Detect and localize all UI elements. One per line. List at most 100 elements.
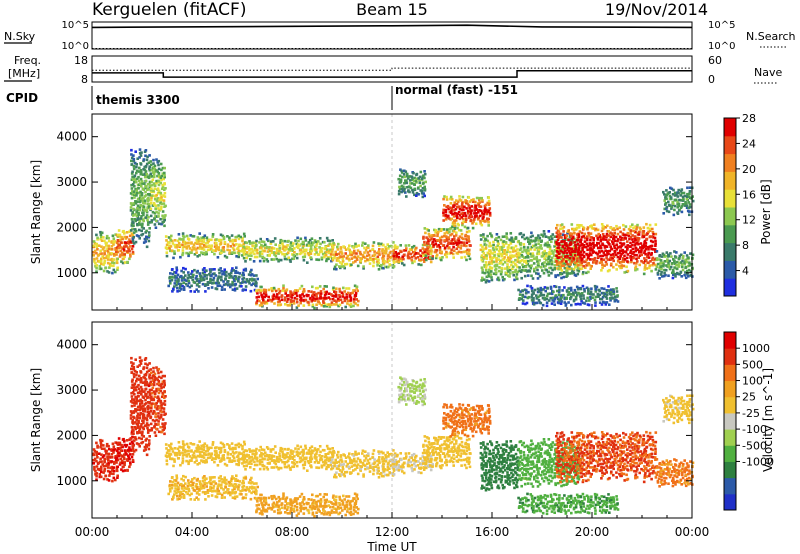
power-echo-cell <box>235 235 239 239</box>
power-echo-cell <box>108 266 111 269</box>
power-echo-cell <box>154 204 158 207</box>
power-echo-cell <box>606 269 610 273</box>
power-echo-cell <box>467 235 470 238</box>
power-echo-cell <box>160 178 163 182</box>
power-echo-cell <box>367 244 370 247</box>
power-echo-cell <box>593 223 596 226</box>
power-echo-cell <box>322 301 325 304</box>
power-echo-cell <box>125 245 128 248</box>
power-echo-cell <box>417 177 420 180</box>
power-echo-cell <box>540 288 543 292</box>
power-echo-cell <box>260 303 264 307</box>
velocity-echo-cell <box>228 444 231 447</box>
power-echo-cell <box>425 243 429 247</box>
velocity-echo-cell <box>182 446 185 449</box>
power-echo-cell <box>679 261 683 264</box>
power-echo-cell <box>147 161 151 164</box>
power-echo-cell <box>596 228 600 232</box>
velocity-echo-cell <box>131 386 135 389</box>
power-echo-cell <box>560 259 564 263</box>
power-echo-cell <box>272 247 276 250</box>
power-echo-cell <box>553 267 557 270</box>
velocity-echo-cell <box>250 462 253 466</box>
power-echo-cell <box>269 242 273 245</box>
power-echo-cell <box>605 289 609 292</box>
power-echo-cell <box>353 249 356 253</box>
power-echo-cell <box>417 186 420 189</box>
power-echo-cell <box>421 195 425 199</box>
power-echo-cell <box>175 276 178 279</box>
power-echo-cell <box>187 271 190 274</box>
power-echo-cell <box>418 179 421 182</box>
power-echo-cell <box>593 261 597 264</box>
power-echo-cell <box>579 241 582 244</box>
power-echo-cell <box>526 274 530 277</box>
power-echo-cell <box>497 249 501 253</box>
power-echo-cell <box>579 238 583 241</box>
power-echo-cell <box>502 240 506 243</box>
velocity-echo-cell <box>226 456 229 460</box>
power-echo-cell <box>402 249 406 252</box>
velocity-echo-cell <box>107 452 111 456</box>
power-echo-cell <box>537 289 541 292</box>
velocity-echo-cell <box>158 406 161 410</box>
power-echo-cell <box>619 230 622 234</box>
power-echo-cell <box>642 234 646 238</box>
power-echo-cell <box>568 272 571 275</box>
power-echo-cell <box>542 271 546 275</box>
power-echo-cell <box>255 239 258 243</box>
power-echo-cell <box>459 199 463 202</box>
power-echo-cell <box>603 253 606 257</box>
velocity-echo-cell <box>160 404 163 407</box>
power-echo-cell <box>456 200 460 203</box>
power-echo-cell <box>304 239 308 242</box>
power-echo-cell <box>593 284 597 288</box>
power-echo-cell <box>244 267 247 271</box>
velocity-echo-cell <box>145 445 149 448</box>
velocity-echo-cell <box>92 448 96 451</box>
power-echo-cell <box>661 275 664 278</box>
power-echo-cell <box>179 255 182 259</box>
power-echo-cell <box>309 245 313 248</box>
power-echo-cell <box>419 184 422 188</box>
power-echo-cell <box>546 255 550 259</box>
power-echo-cell <box>99 267 103 271</box>
velocity-echo-cell <box>130 425 134 429</box>
power-echo-cell <box>140 192 144 195</box>
velocity-echo-cell <box>168 452 171 455</box>
velocity-echo-cell <box>122 440 126 443</box>
power-echo-cell <box>283 253 286 256</box>
power-echo-cell <box>569 295 573 299</box>
power-echo-cell <box>228 238 231 241</box>
velocity-echo-cell <box>100 453 103 456</box>
power-echo-cell <box>581 257 584 260</box>
power-echo-cell <box>123 241 127 244</box>
power-echo-cell <box>107 253 110 257</box>
power-echo-cell <box>690 274 693 277</box>
velocity-echo-cell <box>259 445 262 449</box>
power-echo-cell <box>187 241 190 245</box>
power-echo-cell <box>178 244 182 247</box>
power-echo-cell <box>426 247 430 251</box>
power-echo-cell <box>272 286 276 290</box>
velocity-echo-cell <box>125 439 129 442</box>
velocity-echo-cell <box>252 468 256 471</box>
velocity-echo-cell <box>245 453 249 457</box>
velocity-echo-cell <box>159 399 163 403</box>
velocity-echo-cell <box>127 448 131 452</box>
velocity-echo-cell <box>123 461 126 464</box>
power-echo-cell <box>224 278 228 281</box>
power-echo-cell <box>118 233 122 237</box>
power-echo-cell <box>334 290 338 294</box>
power-echo-cell <box>235 255 238 258</box>
velocity-echo-cell <box>153 402 156 406</box>
power-echo-cell <box>576 272 580 276</box>
power-echo-cell <box>258 250 262 254</box>
velocity-echo-cell <box>183 443 186 447</box>
velocity-echo-cell <box>173 447 177 450</box>
power-echo-cell <box>600 287 603 290</box>
power-echo-cell <box>100 257 103 261</box>
power-echo-cell <box>635 262 638 265</box>
velocity-echo-cell <box>95 459 98 463</box>
velocity-echo-cell <box>146 395 150 399</box>
